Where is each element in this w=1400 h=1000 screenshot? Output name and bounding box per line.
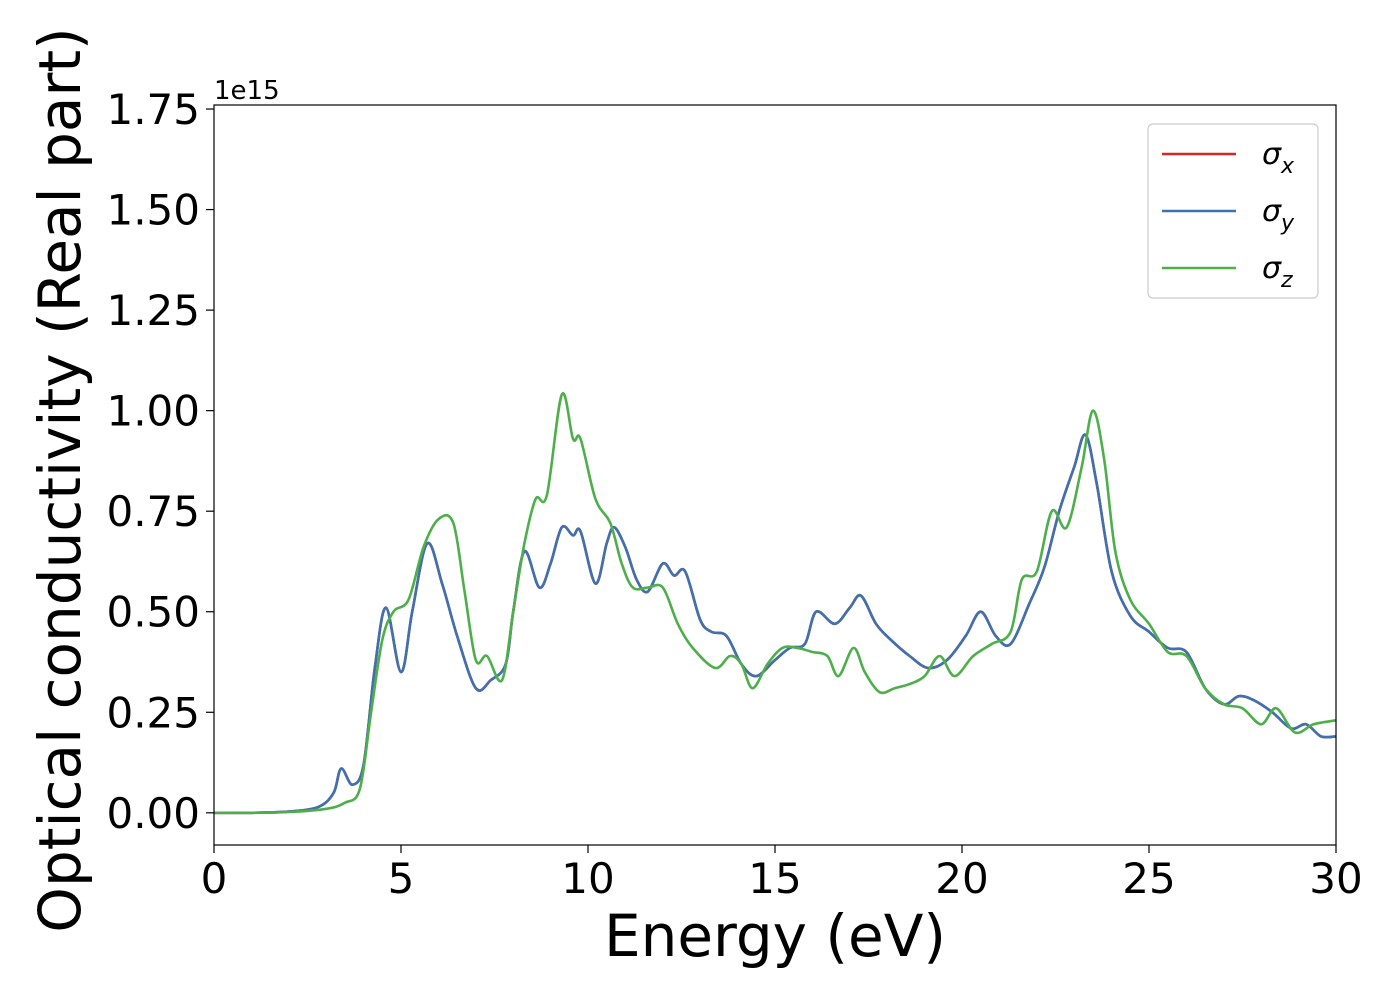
y-tick-label: 1.75 bbox=[106, 85, 200, 134]
legend: σx σy σz bbox=[1147, 123, 1319, 299]
legend-entry-sigma-x: σx bbox=[1162, 137, 1295, 179]
y-tick-label: 0.00 bbox=[106, 789, 200, 838]
y-tick-label: 1.00 bbox=[106, 387, 200, 436]
y-tick-label: 0.25 bbox=[106, 688, 200, 737]
y-tick-label: 0.50 bbox=[106, 588, 200, 637]
series-line-sigma-x bbox=[214, 433, 1336, 815]
y-tick-label: 0.75 bbox=[106, 487, 200, 536]
series-line-sigma-z bbox=[214, 392, 1336, 815]
legend-entry-sigma-z: σz bbox=[1162, 251, 1293, 293]
x-axis-label: Energy (eV) bbox=[604, 902, 946, 970]
series-line-sigma-y bbox=[214, 433, 1336, 815]
x-tick-label: 0 bbox=[201, 854, 228, 903]
x-tick-label: 10 bbox=[561, 854, 614, 903]
y-axis-offset-label: 1e15 bbox=[214, 76, 280, 106]
legend-label: σx bbox=[1262, 137, 1295, 179]
x-tick-label: 30 bbox=[1309, 854, 1362, 903]
x-tick-label: 20 bbox=[935, 854, 988, 903]
legend-label: σy bbox=[1262, 194, 1295, 236]
legend-label: σz bbox=[1262, 251, 1293, 293]
y-axis-ticks: 0.00 0.25 0.50 0.75 1.00 1.25 1.50 1.75 bbox=[106, 85, 214, 838]
plot-layer bbox=[214, 392, 1336, 815]
y-tick-label: 1.25 bbox=[106, 286, 200, 335]
legend-entry-sigma-y: σy bbox=[1162, 194, 1295, 236]
x-tick-label: 25 bbox=[1122, 854, 1175, 903]
y-axis-label: Optical conductivity (Real part) bbox=[26, 27, 94, 932]
y-tick-label: 1.50 bbox=[106, 186, 200, 235]
plot-area-frame bbox=[213, 104, 1337, 846]
x-axis-ticks: 0 5 10 15 20 25 30 bbox=[201, 845, 1363, 903]
x-tick-label: 15 bbox=[748, 854, 801, 903]
x-tick-label: 5 bbox=[388, 854, 415, 903]
